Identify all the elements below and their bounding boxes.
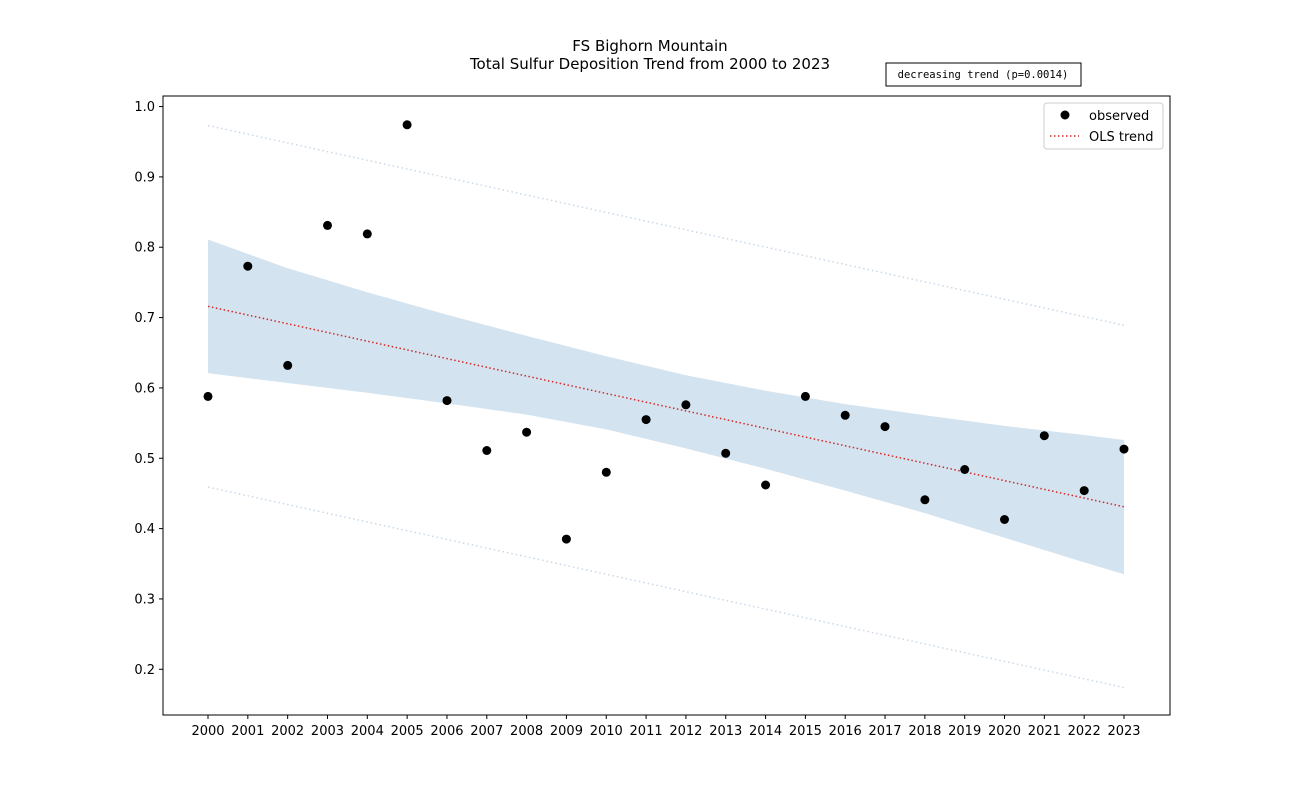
prediction-bounds [207,124,1125,689]
observed-point-2012 [681,400,691,410]
observed-point-2005 [402,120,412,130]
observed-point-2017 [880,422,890,432]
ols-trend-line [207,305,1125,508]
x-tick-label-2011: 2011 [630,724,663,739]
x-tick-label-2015: 2015 [789,724,822,739]
x-tick-label-2014: 2014 [749,724,782,739]
x-tick-label-2006: 2006 [430,724,463,739]
y-tick-label-0.4: 0.4 [134,522,155,537]
x-tick-label-2004: 2004 [351,724,384,739]
legend-ols-label: OLS trend [1089,130,1154,145]
x-tick-label-2016: 2016 [829,724,862,739]
plot-frame [162,95,1171,716]
observed-point-2004 [362,229,372,239]
x-tick-label-2002: 2002 [271,724,304,739]
x-tick-label-2008: 2008 [510,724,543,739]
x-tick-label-2022: 2022 [1068,724,1101,739]
legend-box [1043,102,1164,150]
y-tick-label-0.9: 0.9 [134,170,155,185]
observed-point-2009 [561,534,571,544]
x-tick-label-2012: 2012 [669,724,702,739]
trend-annotation: decreasing trend (p=0.0014) [885,62,1082,87]
trend-annotation-text: decreasing trend (p=0.0014) [898,69,1069,81]
x-tick-label-2023: 2023 [1107,724,1140,739]
x-tick-label-2020: 2020 [988,724,1021,739]
x-tick-label-2010: 2010 [590,724,623,739]
observed-point-2002 [283,360,293,370]
legend-observed-marker [1060,110,1070,120]
observed-point-2020 [1000,515,1009,524]
x-axis: 2000 2001 2002 2003 2004 2005 2006 2007 2008 2009… [191,715,1141,739]
x-tick-label-2009: 2009 [550,724,583,739]
observed-point-2001 [243,261,253,271]
prediction-upper-line [207,124,1125,327]
x-tick-label-2019: 2019 [948,724,981,739]
legend-observed-label: observed [1089,109,1149,124]
observed-point-2013 [721,448,731,458]
observed-points [203,120,1129,544]
chart-title: FS Bighorn Mountain [572,37,727,55]
observed-point-2018 [920,495,930,505]
observed-point-2023 [1119,444,1129,454]
x-tick-label-2007: 2007 [470,724,503,739]
observed-point-2011 [641,415,651,425]
x-tick-label-2003: 2003 [311,724,344,739]
y-tick-label-1.0: 1.0 [134,100,155,115]
x-tick-label-2017: 2017 [868,724,901,739]
ols-trend-segment [207,305,1125,508]
observed-point-2003 [323,220,332,230]
y-tick-label-0.7: 0.7 [134,311,155,326]
observed-point-2021 [1039,431,1049,441]
observed-point-2010 [601,467,611,477]
y-tick-label-0.6: 0.6 [134,381,155,396]
y-tick-label-0.8: 0.8 [134,241,155,256]
observed-point-2019 [960,465,970,474]
legend: observed OLS trend [1043,102,1164,150]
trend-annotation-box [885,62,1082,87]
observed-point-2022 [1079,486,1089,496]
x-tick-label-2005: 2005 [391,724,424,739]
chart-subtitle: Total Sulfur Deposition Trend from 2000 … [469,55,830,73]
x-tick-label-2013: 2013 [709,724,742,739]
observed-point-2008 [522,427,532,437]
x-tick-label-2018: 2018 [908,724,941,739]
observed-point-2016 [840,410,850,420]
y-tick-label-0.5: 0.5 [134,452,155,467]
observed-point-2007 [482,446,492,455]
y-tick-label-0.2: 0.2 [134,663,155,678]
observed-point-2015 [800,391,810,401]
observed-point-2014 [761,480,771,490]
prediction-lower-line [207,486,1125,689]
y-tick-label-0.3: 0.3 [134,592,155,607]
x-tick-label-2021: 2021 [1028,724,1061,739]
x-tick-label-2001: 2001 [231,724,264,739]
x-tick-label-2000: 2000 [191,724,224,739]
observed-point-2000 [203,391,213,401]
y-axis: 0.2 0.3 0.4 0.5 0.6 0.7 0.8 0.9 1.0 [134,100,163,678]
observed-point-2006 [442,396,452,406]
